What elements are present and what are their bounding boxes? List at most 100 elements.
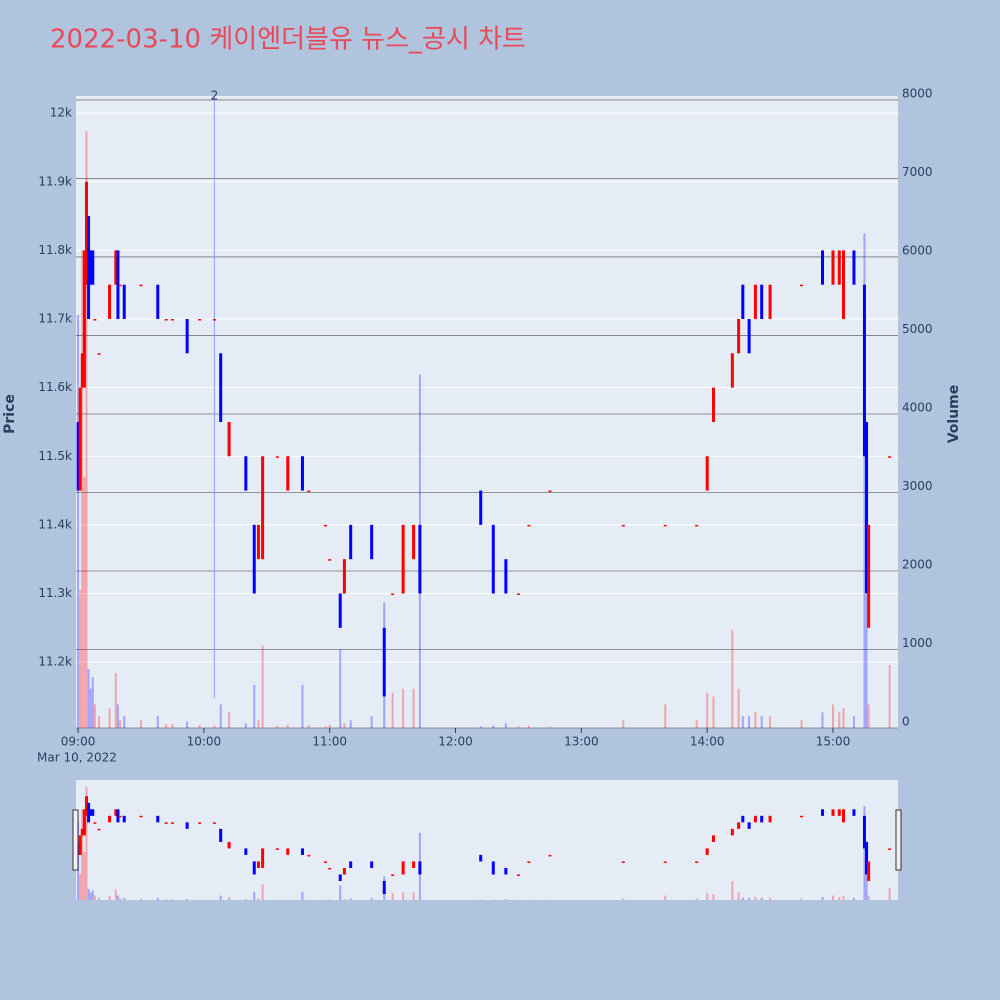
- slider-handle[interactable]: [895, 809, 902, 871]
- volume-bar: [760, 897, 763, 900]
- volume-bar: [800, 898, 803, 900]
- volume-bar: [527, 725, 530, 728]
- candle: [108, 815, 112, 823]
- candle: [737, 319, 741, 354]
- y2-tick-label: 1000: [902, 636, 933, 650]
- candle: [753, 815, 757, 823]
- slider-handle[interactable]: [72, 809, 79, 871]
- candle: [852, 250, 856, 285]
- candle: [122, 284, 126, 320]
- volume-bar: [741, 716, 744, 728]
- candle: [261, 848, 265, 868]
- volume-bar: [412, 892, 415, 900]
- volume-bar: [748, 897, 751, 900]
- volume-bar: [865, 874, 868, 900]
- volume-bar: [244, 899, 247, 900]
- candle: [862, 815, 866, 849]
- volume-bar: [77, 315, 80, 728]
- x-date-label: Mar 10, 2022: [37, 751, 117, 765]
- candle: [80, 353, 84, 388]
- volume-bar: [79, 873, 82, 900]
- volume-bar: [85, 131, 88, 728]
- x-tick-label: 10:00: [187, 735, 222, 749]
- y-tick-label: 11.6k: [38, 380, 72, 394]
- volume-bar: [286, 899, 289, 900]
- candle: [695, 524, 699, 527]
- candle: [548, 490, 552, 493]
- candle: [516, 874, 520, 876]
- candle: [888, 848, 892, 850]
- volume-bar: [114, 889, 117, 900]
- volume-bar: [754, 712, 757, 728]
- volume-bar: [867, 704, 870, 728]
- volume-bar: [391, 692, 394, 728]
- volume-bar: [339, 649, 342, 728]
- volume-bar: [114, 673, 117, 728]
- volume-bar: [87, 888, 90, 900]
- volume-bar: [504, 899, 507, 900]
- volume-bar: [276, 725, 279, 728]
- volume-bar: [286, 724, 289, 728]
- volume-bar: [731, 881, 734, 900]
- candle: [89, 809, 93, 816]
- volume-bar: [838, 712, 841, 728]
- volume-bar: [171, 899, 174, 900]
- y2-tick-label: 6000: [902, 243, 933, 257]
- volume-bar: [737, 688, 740, 728]
- range-slider[interactable]: [76, 780, 898, 900]
- volume-bar: [253, 891, 256, 900]
- volume-bar: [754, 897, 757, 900]
- candle: [504, 559, 508, 594]
- volume-bar: [769, 716, 772, 728]
- candle: [227, 421, 231, 457]
- volume-bar: [865, 594, 868, 728]
- candle: [324, 861, 328, 863]
- candle: [753, 284, 757, 320]
- candle: [391, 593, 395, 596]
- candle: [118, 815, 122, 818]
- candle: [108, 284, 112, 320]
- candle: [261, 456, 265, 560]
- candle: [87, 802, 91, 823]
- volume-bar: [307, 899, 310, 900]
- y-tick-label: 12k: [50, 106, 72, 120]
- y-axis-title: Price: [2, 394, 18, 434]
- candle: [663, 861, 667, 863]
- candle: [164, 822, 168, 824]
- volume-bar: [712, 894, 715, 900]
- candle: [841, 809, 845, 823]
- volume-bar: [695, 720, 698, 728]
- volume-bar: [349, 720, 352, 728]
- volume-bar: [328, 724, 331, 728]
- volume-bar: [213, 725, 216, 728]
- volume-bar: [186, 898, 189, 900]
- candle: [548, 854, 552, 857]
- y-tick-label: 11.3k: [38, 586, 72, 600]
- y-tick-label: 11.7k: [38, 312, 72, 326]
- volume-bar: [842, 708, 845, 728]
- volume-bar: [219, 895, 222, 900]
- candle: [116, 809, 120, 823]
- candle: [479, 854, 483, 862]
- volume-bar: [741, 897, 744, 900]
- candle: [324, 524, 328, 527]
- volume-bar: [89, 892, 92, 900]
- volume-bar: [89, 688, 92, 728]
- candle: [418, 524, 422, 594]
- volume-bar: [706, 692, 709, 728]
- volume-bar: [852, 897, 855, 900]
- candle: [286, 848, 290, 855]
- volume-bar: [343, 899, 346, 900]
- chart-title: 2022-03-10 케이엔더블유 뉴스_공시 차트: [50, 25, 526, 55]
- candle: [852, 809, 856, 816]
- x-tick-label: 11:00: [312, 735, 347, 749]
- plot-area: [76, 96, 898, 728]
- candle: [275, 848, 279, 850]
- candle: [527, 524, 531, 527]
- candle: [76, 421, 80, 491]
- volume-bar: [93, 895, 96, 900]
- volume-bar: [821, 712, 824, 728]
- volume-bar: [712, 696, 715, 728]
- candle: [164, 319, 168, 321]
